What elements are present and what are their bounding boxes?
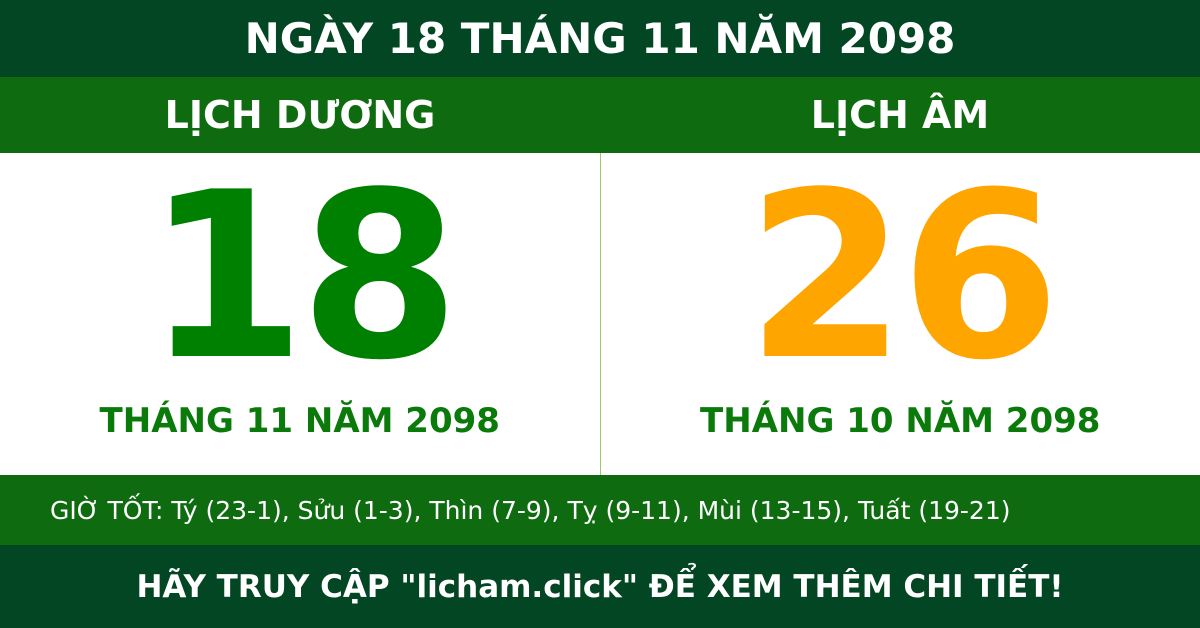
solar-calendar-label: LỊCH DƯƠNG xyxy=(164,93,436,137)
lunar-column: 26 THÁNG 10 NĂM 2098 xyxy=(601,153,1200,475)
lunar-day: 26 xyxy=(746,144,1060,411)
lunar-calendar-label: LỊCH ÂM xyxy=(810,93,990,137)
solar-day: 18 xyxy=(145,144,460,411)
footer-cta: HÃY TRUY CẬP "licham.click" ĐỂ XEM THÊM … xyxy=(0,545,1200,628)
page-title: NGÀY 18 THÁNG 11 NĂM 2098 xyxy=(0,0,1200,77)
good-hours: GIỜ TỐT: Tý (23-1), Sửu (1-3), Thìn (7-9… xyxy=(0,475,1200,545)
solar-month-year: THÁNG 11 NĂM 2098 xyxy=(99,401,500,441)
lunar-month-year: THÁNG 10 NĂM 2098 xyxy=(700,401,1101,441)
calendar-body: 18 THÁNG 11 NĂM 2098 26 THÁNG 10 NĂM 209… xyxy=(0,153,1200,475)
solar-column: 18 THÁNG 11 NĂM 2098 xyxy=(0,153,601,475)
calendar-headers: LỊCH DƯƠNG LỊCH ÂM xyxy=(0,77,1200,153)
